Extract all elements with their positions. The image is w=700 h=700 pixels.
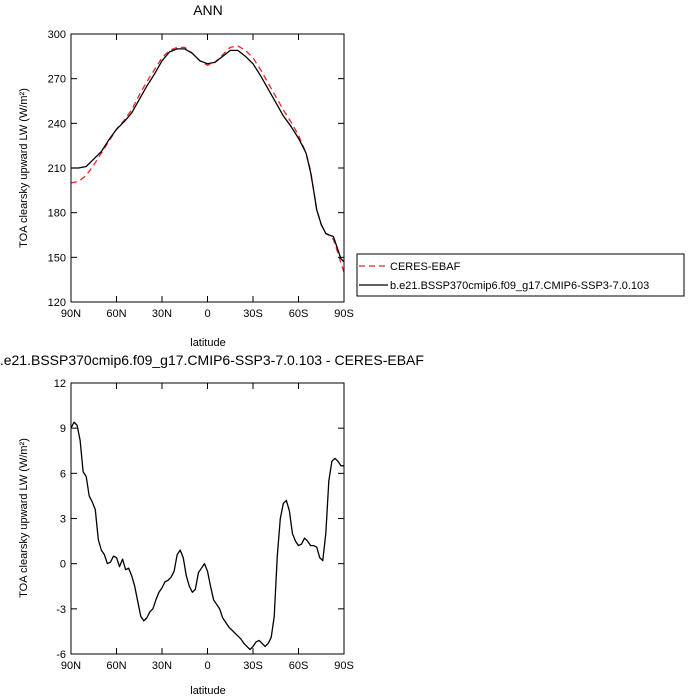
top-x-tick-label: 90N bbox=[61, 308, 81, 320]
top-x-axis-label: latitude bbox=[190, 337, 225, 349]
bottom-x-tick-label: 0 bbox=[204, 660, 210, 672]
bottom-chart-title: b.e21.BSSP370cmip6.f09_g17.CMIP6-SSP3-7.… bbox=[0, 352, 424, 368]
bottom-x-tick-label: 90N bbox=[61, 660, 81, 672]
legend-box bbox=[356, 253, 685, 297]
top-plot-area bbox=[70, 45, 345, 273]
top-x-tick-label: 30S bbox=[243, 308, 263, 320]
top-y-tick-label: 210 bbox=[48, 163, 66, 175]
bottom-y-tick-label: 9 bbox=[60, 423, 66, 435]
top-y-axis: 120 150 180 210 240 270 300 bbox=[48, 29, 344, 309]
bottom-y-tick-label: 3 bbox=[60, 514, 66, 526]
top-y-tick-label: 270 bbox=[48, 74, 66, 86]
top-series-line-0 bbox=[70, 45, 345, 273]
bottom-y-tick-label: -6 bbox=[56, 649, 66, 661]
top-chart: ANN 120 150 180 210 240 270 300 90N 60N 30N 0 30S 6… bbox=[18, 2, 685, 349]
bottom-x-tick-label: 30S bbox=[243, 660, 263, 672]
bottom-x-axis-label: latitude bbox=[190, 685, 225, 697]
bottom-x-tick-label: 30N bbox=[152, 660, 172, 672]
bottom-y-axis-label: TOA clearsky upward LW (W/m²) bbox=[18, 438, 30, 598]
bottom-chart: b.e21.BSSP370cmip6.f09_g17.CMIP6-SSP3-7.… bbox=[0, 352, 424, 697]
top-plot-frame bbox=[70, 33, 345, 303]
top-y-tick-label: 180 bbox=[48, 208, 66, 220]
bottom-y-tick-label: -3 bbox=[56, 604, 66, 616]
top-x-tick-label: 60S bbox=[289, 308, 309, 320]
legend-label-ceres: CERES-EBAF bbox=[390, 261, 461, 273]
top-y-tick-label: 300 bbox=[48, 29, 66, 41]
bottom-y-axis: -6 -3 0 3 6 9 12 bbox=[54, 378, 344, 661]
top-y-axis-label: TOA clearsky upward LW (W/m²) bbox=[18, 88, 30, 248]
bottom-plot-area bbox=[70, 421, 344, 651]
bottom-x-tick-label: 60N bbox=[106, 660, 126, 672]
top-series-line-1 bbox=[71, 48, 345, 263]
bottom-series-line-0 bbox=[70, 421, 344, 651]
bottom-plot-frame bbox=[70, 382, 345, 655]
legend-label-model: b.e21.BSSP370cmip6.f09_g17.CMIP6-SSP3-7.… bbox=[390, 280, 649, 292]
top-x-tick-label: 30N bbox=[152, 308, 172, 320]
bottom-x-tick-label: 90S bbox=[334, 660, 354, 672]
top-y-tick-label: 120 bbox=[48, 297, 66, 309]
top-x-axis: 90N 60N 30N 0 30S 60S 90S bbox=[61, 34, 354, 320]
legend-entry-ceres: CERES-EBAF bbox=[359, 261, 461, 273]
bottom-y-tick-label: 6 bbox=[60, 468, 66, 480]
legend: CERES-EBAF b.e21.BSSP370cmip6.f09_g17.CM… bbox=[356, 253, 685, 297]
top-x-tick-label: 0 bbox=[204, 308, 210, 320]
top-y-tick-label: 150 bbox=[48, 252, 66, 264]
top-x-tick-label: 60N bbox=[106, 308, 126, 320]
bottom-x-axis: 90N 60N 30N 0 30S 60S 90S bbox=[61, 383, 354, 672]
top-y-tick-label: 240 bbox=[48, 118, 66, 130]
bottom-y-tick-label: 12 bbox=[54, 378, 66, 390]
legend-entry-model: b.e21.BSSP370cmip6.f09_g17.CMIP6-SSP3-7.… bbox=[359, 280, 649, 292]
bottom-y-tick-label: 0 bbox=[60, 559, 66, 571]
top-x-tick-label: 90S bbox=[334, 308, 354, 320]
top-chart-title: ANN bbox=[193, 2, 223, 18]
bottom-x-tick-label: 60S bbox=[289, 660, 309, 672]
